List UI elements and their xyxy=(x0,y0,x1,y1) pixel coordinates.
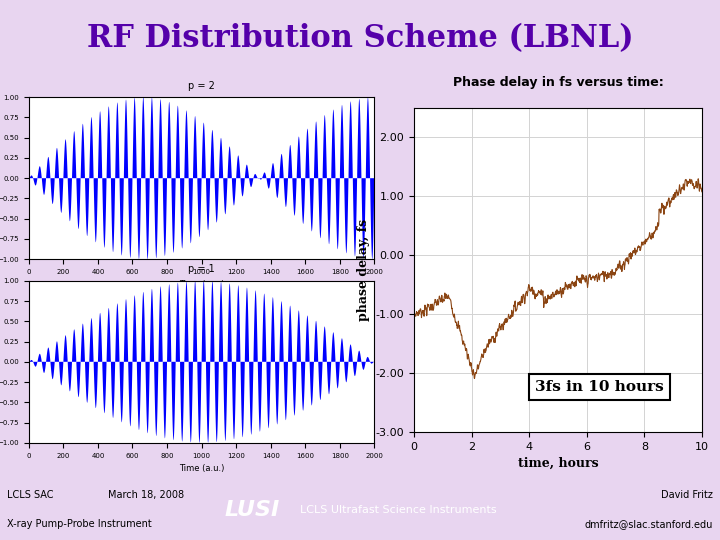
X-axis label: time, hours: time, hours xyxy=(518,457,598,470)
Text: RF Distribution Scheme (LBNL): RF Distribution Scheme (LBNL) xyxy=(86,23,634,54)
Text: X-ray Pump-Probe Instrument: X-ray Pump-Probe Instrument xyxy=(7,519,152,529)
Text: LCLS Ultrafast Science Instruments: LCLS Ultrafast Science Instruments xyxy=(300,505,496,515)
Text: David Fritz: David Fritz xyxy=(661,490,713,500)
Title: p = 1: p = 1 xyxy=(188,265,215,274)
X-axis label: Time (a.u.): Time (a.u.) xyxy=(179,280,225,289)
Text: dmfritz@slac.stanford.edu: dmfritz@slac.stanford.edu xyxy=(585,519,713,529)
Y-axis label: phase delay, fs: phase delay, fs xyxy=(357,219,370,321)
Text: March 18, 2008: March 18, 2008 xyxy=(108,490,184,500)
Title: p = 2: p = 2 xyxy=(188,81,215,91)
Text: Phase delay in fs versus time:: Phase delay in fs versus time: xyxy=(453,76,663,89)
Text: 3fs in 10 hours: 3fs in 10 hours xyxy=(535,380,664,394)
X-axis label: Time (a.u.): Time (a.u.) xyxy=(179,464,225,473)
Text: LUSI: LUSI xyxy=(225,500,280,521)
Text: LCLS SAC: LCLS SAC xyxy=(7,490,54,500)
